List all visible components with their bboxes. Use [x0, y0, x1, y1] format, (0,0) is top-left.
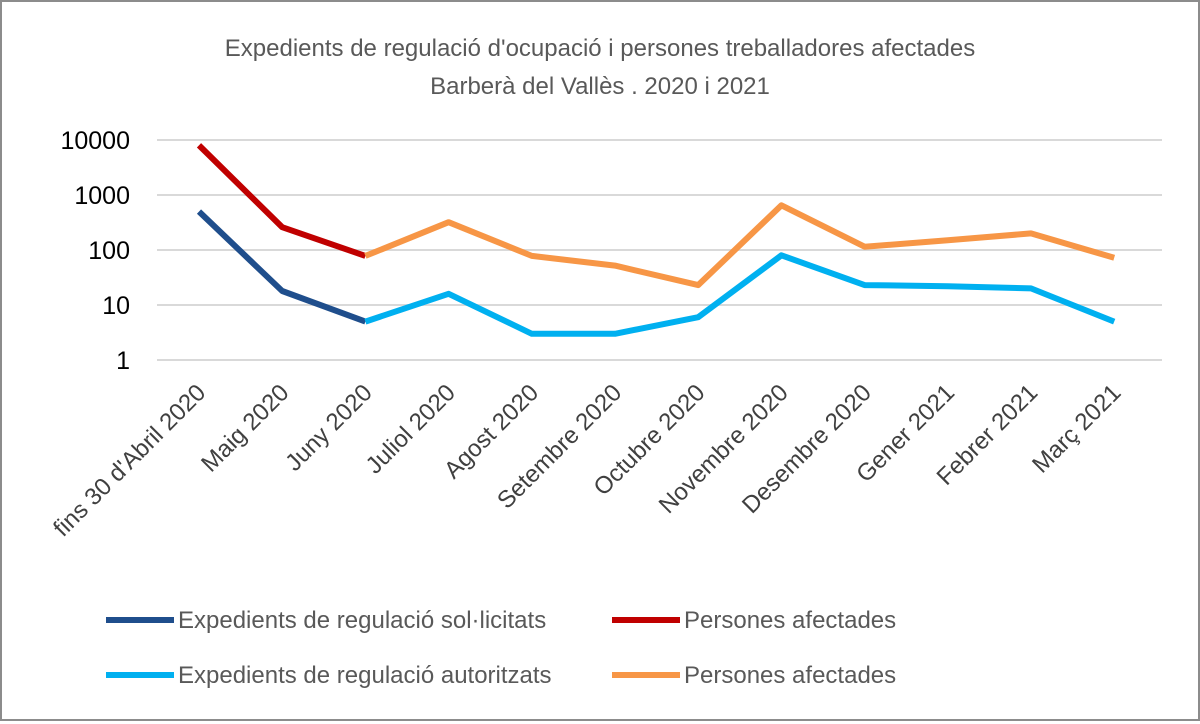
series-line — [364, 252, 1116, 337]
legend-item: Persones afectades — [612, 662, 896, 689]
x-tick-label: Maig 2020 — [196, 379, 294, 477]
x-tick-label: Març 2021 — [1027, 379, 1126, 478]
chart-subtitle: Barberà del Vallès . 2020 i 2021 — [430, 73, 770, 100]
y-tick-label: 1000 — [74, 182, 130, 210]
legend-item: Expedients de regulació sol·licitats — [106, 607, 546, 634]
y-tick-label: 100 — [88, 237, 130, 265]
legend-item: Expedients de regulació autoritzats — [106, 662, 552, 689]
series-line — [196, 209, 367, 325]
y-tick-label: 10000 — [60, 127, 130, 155]
x-tick-label: fins 30 d'Abril 2020 — [48, 379, 211, 542]
y-tick-label: 10 — [102, 292, 130, 320]
legend-label: Persones afectades — [684, 662, 896, 689]
y-axis-ticks: 10000 1000 100 10 1 — [60, 127, 130, 375]
legend-item: Persones afectades — [612, 607, 896, 634]
series-line — [364, 202, 1116, 289]
legend-label: Expedients de regulació sol·licitats — [178, 607, 546, 634]
y-tick-label: 1 — [116, 347, 130, 375]
legend: Expedients de regulació sol·licitats Pers… — [106, 607, 896, 689]
chart-title: Expedients de regulació d'ocupació i per… — [225, 35, 975, 62]
legend-label: Expedients de regulació autoritzats — [178, 662, 552, 689]
legend-label: Persones afectades — [684, 607, 896, 634]
series-line — [196, 143, 367, 259]
series-lines — [196, 143, 1116, 337]
